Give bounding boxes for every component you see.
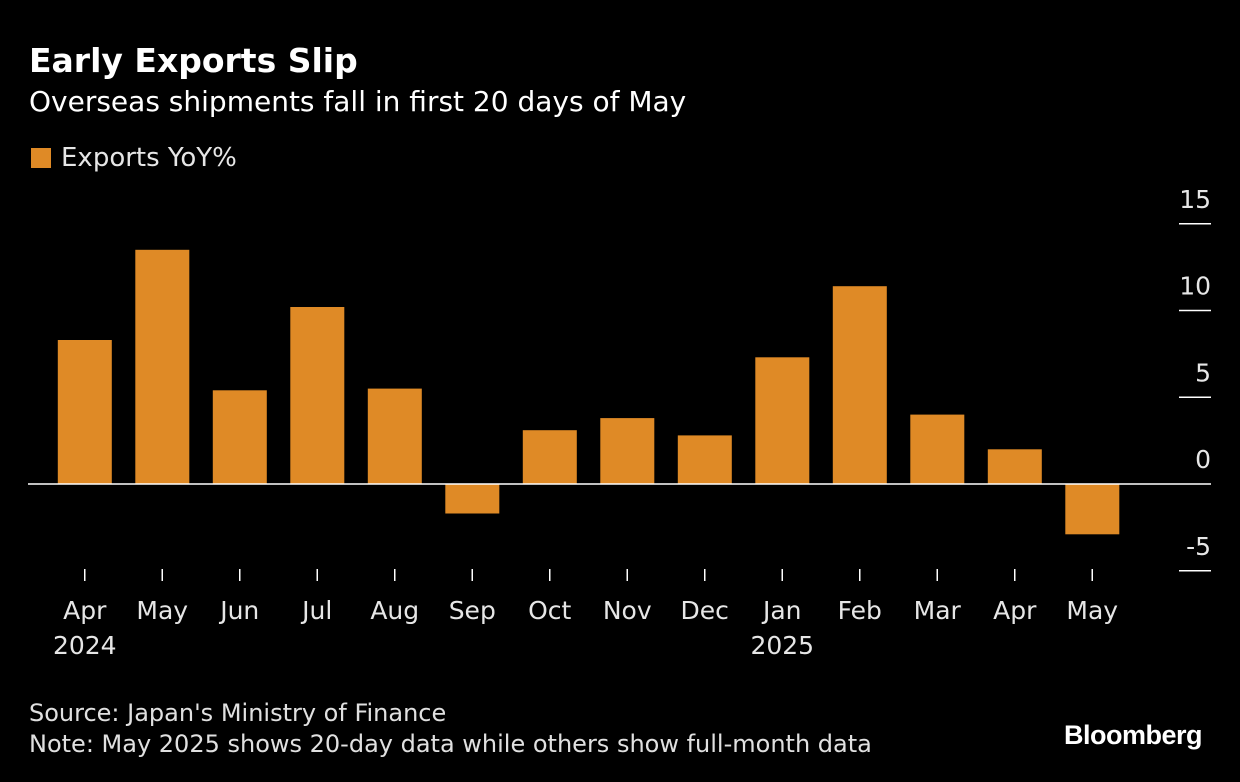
data-note: Note: May 2025 shows 20-day data while o… (29, 730, 872, 758)
x-tick-label-12: Apr (993, 596, 1037, 625)
year-label-1: 2025 (750, 631, 814, 660)
x-tick-label-4: Aug (370, 596, 419, 625)
bar-1 (135, 249, 190, 484)
bar-2 (212, 390, 267, 484)
bars-group (57, 249, 1120, 535)
y-axis: 15 10 5 0 -5 (1179, 185, 1211, 572)
x-tick-label-3: Jul (300, 596, 332, 625)
y-tick-label-0: 15 (1179, 185, 1211, 214)
x-tick-label-2: Jun (218, 596, 259, 625)
bloomberg-logo: Bloomberg (1063, 720, 1203, 750)
bar-10 (832, 286, 887, 484)
legend: Exports YoY% (31, 143, 237, 173)
x-tick-label-8: Dec (681, 596, 729, 625)
x-tick-label-5: Sep (449, 596, 496, 625)
source-note: Source: Japan's Ministry of Finance (29, 699, 447, 727)
bar-8 (677, 435, 732, 484)
chart-title: Early Exports Slip (29, 41, 358, 80)
bar-4 (367, 388, 422, 484)
x-tick-label-1: May (136, 596, 188, 625)
bar-12 (987, 449, 1042, 484)
bar-9 (755, 357, 810, 484)
legend-label: Exports YoY% (61, 143, 237, 173)
y-tick-label-4: -5 (1186, 532, 1211, 561)
x-tick-label-11: Mar (914, 596, 962, 625)
x-tick-label-9: Jan (761, 596, 802, 625)
x-tick-label-6: Oct (528, 596, 571, 625)
y-tick-label-2: 5 (1195, 358, 1211, 387)
legend-swatch (31, 148, 51, 168)
chart-subtitle: Overseas shipments fall in first 20 days… (29, 85, 687, 118)
x-tick-label-7: Nov (603, 596, 652, 625)
bar-11 (910, 414, 965, 484)
year-label-0: 2024 (53, 631, 117, 660)
bar-5 (445, 484, 500, 514)
footer: Source: Japan's Ministry of Finance Note… (29, 698, 872, 760)
x-tick-label-13: May (1066, 596, 1118, 625)
y-tick-label-3: 0 (1195, 445, 1211, 474)
bar-13 (1065, 484, 1120, 535)
y-tick-label-1: 10 (1179, 272, 1211, 301)
bar-3 (290, 307, 345, 484)
x-axis: Apr May Jun Jul Aug Sep Oct Nov Dec Jan Feb Mar Apr M… (53, 569, 1118, 660)
x-tick-label-10: Feb (838, 596, 882, 625)
bar-0 (57, 340, 112, 484)
x-tick-label-0: Apr (63, 596, 107, 625)
bar-6 (522, 430, 577, 484)
bar-7 (600, 418, 655, 484)
